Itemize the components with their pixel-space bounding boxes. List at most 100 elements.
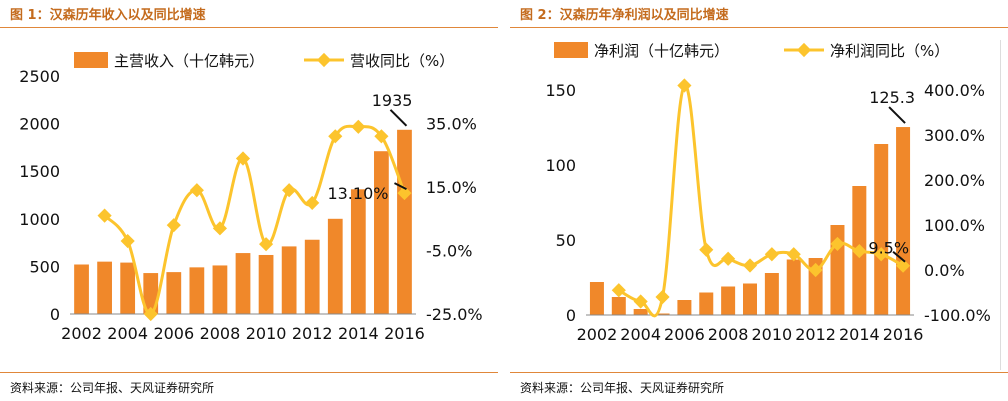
chart-title: 图 1：汉森历年收入以及同比增速 — [10, 8, 206, 23]
bar-2004 — [633, 309, 648, 315]
title-rule — [0, 27, 498, 28]
revenue-chart: 主营收入（十亿韩元） 营收同比（%） 0 500 1000 1500 2000 2500 -25… — [19, 52, 483, 343]
annotation-bar-value: 1935 — [372, 91, 413, 110]
bar-2006 — [677, 300, 692, 315]
x-tick-label: 2012 — [795, 325, 836, 344]
legend-line-marker — [796, 42, 812, 58]
legend-line-label: 净利润同比（%） — [830, 42, 949, 60]
annotation-bar-value: 125.3 — [869, 88, 915, 107]
bar-2005 — [655, 313, 670, 315]
bar-2006 — [166, 272, 182, 314]
line-point-2013 — [830, 236, 845, 251]
y-tick-label-left: 500 — [29, 257, 60, 276]
line-point-2016 — [895, 258, 911, 273]
line-point-2015 — [374, 129, 389, 144]
source-rule — [510, 372, 1008, 373]
legend-bar-label: 主营收入（十亿韩元） — [114, 52, 264, 70]
line-point-2010 — [764, 247, 779, 262]
legend-bar-swatch — [554, 42, 588, 58]
line-point-2010 — [258, 237, 274, 252]
chart-panel-net-profit: 图 2：汉森历年净利润以及同比增速 净利润（十亿韩元） 净利润同比（%） 0 50 10… — [510, 0, 1008, 401]
y-tick-label-right: -5.0% — [426, 242, 472, 261]
line-point-2006 — [677, 78, 692, 93]
bar-2014 — [350, 189, 366, 314]
x-tick-label: 2002 — [61, 324, 102, 343]
x-tick-label: 2004 — [620, 325, 661, 344]
annotation-leader-line — [892, 250, 906, 263]
line-point-2011 — [786, 247, 801, 262]
x-tick-label: 2016 — [384, 324, 425, 343]
bar-2008 — [212, 265, 228, 314]
bar-2007 — [189, 267, 205, 314]
bar-2013 — [327, 218, 343, 314]
line-point-2015 — [874, 247, 889, 262]
chart-title: 图 2：汉森历年净利润以及同比增速 — [520, 8, 729, 23]
y-tick-label-left: 100 — [545, 156, 576, 175]
y-tick-label-right: 200.0% — [924, 171, 985, 190]
bar-2004 — [120, 262, 136, 314]
bar-2007 — [699, 292, 714, 315]
bar-2002 — [74, 264, 89, 314]
x-tick-label: 2014 — [839, 325, 880, 344]
chart-panel-revenue: 图 1：汉森历年收入以及同比增速 主营收入（十亿韩元） 营收同比（%） 0 500 10… — [0, 0, 498, 401]
y-tick-label-right: 300.0% — [924, 126, 985, 145]
y-tick-label-left: 2000 — [19, 115, 60, 134]
y-tick-label-left: 1500 — [19, 162, 60, 181]
y-tick-label-right: 35.0% — [426, 115, 477, 134]
y-tick-label-left: 0 — [50, 305, 60, 324]
legend-bar-swatch — [74, 52, 108, 68]
bar-2010 — [764, 273, 779, 315]
line-point-2011 — [282, 183, 297, 198]
x-tick-label: 2016 — [883, 325, 924, 344]
bar-2010 — [258, 254, 274, 314]
line-point-2005 — [143, 306, 158, 322]
y-tick-label-left: 2500 — [19, 67, 60, 86]
panel-divider — [1000, 40, 1001, 370]
x-tick-label: 2008 — [200, 324, 241, 343]
annotation-line-value: 13.10% — [327, 184, 388, 203]
y-tick-label-left: 1000 — [19, 210, 60, 229]
legend-bar-label: 净利润（十亿韩元） — [594, 42, 729, 60]
line-point-2005 — [655, 289, 670, 305]
bar-2003 — [611, 297, 626, 315]
line-point-2003 — [611, 283, 626, 298]
line-point-2006 — [166, 218, 181, 233]
y-tick-label-right: -100.0% — [924, 306, 991, 325]
bar-2016 — [896, 127, 911, 315]
y-tick-label-right: 400.0% — [924, 81, 985, 100]
annotation-leader-line — [394, 182, 407, 190]
source-note: 资料来源：公司年报、天风证券研究所 — [520, 381, 725, 395]
x-tick-label: 2006 — [153, 324, 194, 343]
line-point-2007 — [189, 183, 204, 198]
x-tick-label: 2002 — [577, 325, 618, 344]
net-profit-chart: 净利润（十亿韩元） 净利润同比（%） 0 50 100 150 -100.0% 0.0% 100… — [545, 42, 991, 344]
bar-2015 — [874, 144, 889, 315]
legend-line-marker — [316, 52, 332, 68]
bar-2011 — [281, 246, 297, 314]
y-tick-label-right: 0.0% — [924, 261, 965, 280]
x-tick-label: 2014 — [338, 324, 379, 343]
bar-2016 — [397, 129, 412, 314]
legend-line-label: 营收同比（%） — [350, 52, 454, 70]
annotation-line-value: 9.5% — [868, 239, 909, 258]
source-note: 资料来源：公司年报、天风证券研究所 — [10, 381, 215, 395]
line-point-2013 — [328, 129, 343, 144]
bar-2009 — [235, 253, 251, 314]
x-tick-label: 2008 — [708, 325, 749, 344]
x-tick-label: 2006 — [664, 325, 705, 344]
y-tick-label-right: 15.0% — [426, 178, 477, 197]
annotation-leader-bar — [888, 106, 906, 124]
annotation-leader-bar — [389, 109, 408, 127]
title-rule — [510, 27, 1008, 28]
line-point-2008 — [212, 221, 228, 236]
bar-2002 — [589, 282, 604, 315]
y-tick-label-left: 50 — [556, 231, 576, 250]
x-tick-label: 2010 — [752, 325, 793, 344]
source-rule — [0, 372, 498, 373]
line-point-2014 — [351, 119, 366, 134]
x-tick-label: 2004 — [107, 324, 148, 343]
y-tick-label-right: 100.0% — [924, 216, 985, 235]
bar-2012 — [304, 239, 320, 314]
line-point-2012 — [808, 262, 823, 278]
line-point-2009 — [742, 258, 758, 273]
